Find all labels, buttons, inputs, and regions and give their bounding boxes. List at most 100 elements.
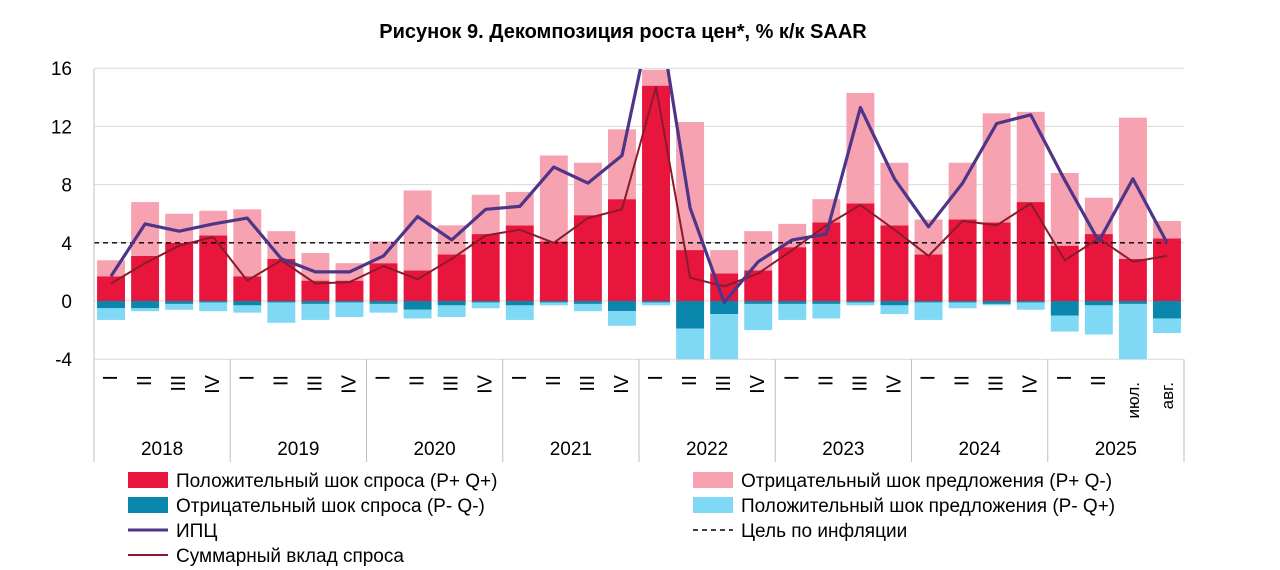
legend-label: Суммарный вклад спроса — [176, 546, 404, 567]
bar-negative-supply — [948, 162, 977, 220]
legend-label: Положительный шок спроса (P+ Q+) — [176, 471, 497, 492]
x-tick-label: I — [236, 375, 258, 381]
bar-negative-supply — [982, 113, 1011, 223]
x-tick-label: июл. — [1124, 382, 1143, 419]
bar-positive-supply — [267, 302, 296, 323]
bar-positive-supply — [505, 305, 534, 320]
bar-negative-supply — [1016, 111, 1045, 203]
bar-negative-demand — [233, 301, 262, 306]
legend: Положительный шок спроса (P+ Q+) Отрицате… — [128, 471, 1115, 567]
bar-positive-demand — [539, 241, 568, 301]
bar-negative-demand — [812, 301, 841, 304]
bar-positive-demand — [1153, 238, 1181, 301]
bar-negative-demand — [199, 301, 228, 303]
bar-negative-demand — [982, 301, 1011, 304]
x-tick-label: IV — [1020, 374, 1042, 394]
bar-negative-demand — [437, 301, 466, 306]
cpi-line — [109, 69, 1169, 305]
bar-negative-demand — [642, 301, 670, 303]
bar-positive-supply — [573, 303, 602, 312]
bar-positive-supply — [914, 302, 943, 320]
x-tick-label: II — [134, 375, 156, 386]
year-label: 2024 — [958, 439, 1001, 460]
bar-positive-supply — [369, 303, 398, 313]
bar-negative-demand — [1153, 301, 1181, 319]
bar-positive-demand — [1118, 258, 1147, 301]
x-tick-label: I — [509, 375, 531, 381]
legend-swatch — [693, 472, 733, 488]
bar-negative-supply — [267, 231, 296, 259]
bar-negative-demand — [539, 301, 568, 303]
bar-positive-supply — [948, 302, 977, 309]
legend-swatch — [693, 497, 733, 513]
x-tick-label: III — [168, 375, 190, 392]
bar-negative-demand — [267, 301, 296, 303]
bar-negative-demand — [505, 301, 534, 306]
bar-positive-supply — [165, 303, 194, 310]
bar-negative-supply — [710, 250, 739, 274]
bar-positive-demand — [642, 85, 670, 301]
demand-contribution-line — [110, 86, 1168, 288]
bar-positive-demand — [1016, 202, 1045, 301]
year-label: 2019 — [277, 439, 319, 460]
legend-label: Положительный шок предложения (P- Q+) — [741, 496, 1115, 517]
x-tick-label: I — [1054, 375, 1076, 381]
x-tick-label: II — [270, 375, 292, 386]
bar-positive-demand — [437, 254, 466, 301]
bar-negative-demand — [335, 301, 364, 303]
bar-positive-supply — [131, 308, 160, 312]
x-tick-label: IV — [883, 374, 905, 394]
bar-positive-supply — [1153, 318, 1181, 334]
bar-positive-supply — [778, 303, 807, 320]
legend-swatch — [128, 472, 168, 488]
legend-label: Отрицательный шок спроса (P- Q-) — [176, 496, 485, 517]
y-tick-label: 16 — [51, 59, 72, 80]
bar-negative-demand — [165, 301, 194, 304]
bar-negative-demand — [778, 301, 807, 304]
bar-negative-demand — [710, 301, 739, 315]
bar-negative-supply — [1084, 197, 1113, 235]
x-tick-label: III — [713, 375, 735, 392]
bar-negative-demand — [131, 301, 160, 309]
bar-positive-demand — [608, 199, 636, 301]
bar-positive-supply — [676, 328, 705, 360]
bar-positive-demand — [335, 280, 364, 301]
bar-positive-demand — [471, 234, 500, 301]
x-tick-label: I — [918, 375, 940, 381]
bar-negative-demand — [1118, 301, 1147, 304]
bar-positive-demand — [744, 270, 773, 301]
x-tick-label: III — [441, 375, 463, 392]
bar-negative-demand — [744, 301, 773, 304]
bars — [97, 69, 1181, 360]
y-tick-label: 4 — [61, 234, 72, 255]
x-tick-label: авг. — [1158, 382, 1177, 409]
x-tick-label: I — [781, 375, 803, 381]
bar-negative-demand — [1050, 301, 1079, 316]
bar-positive-demand — [165, 242, 194, 301]
x-tick-label: IV — [202, 374, 224, 394]
bar-negative-demand — [880, 301, 909, 306]
bar-positive-supply — [846, 302, 875, 306]
x-tick-label: II — [815, 375, 837, 386]
series-lines — [94, 69, 1169, 305]
x-tick-label: IV — [475, 374, 497, 394]
bar-positive-supply — [744, 303, 773, 331]
bar-negative-supply — [131, 202, 160, 256]
bar-positive-demand — [573, 215, 602, 301]
bar-positive-demand — [199, 235, 228, 301]
bar-positive-supply — [335, 302, 364, 318]
bar-negative-supply — [1118, 117, 1147, 259]
bar-positive-demand — [97, 276, 125, 301]
bar-positive-demand — [505, 225, 534, 301]
x-tick-label: II — [543, 375, 565, 386]
x-tick-label: I — [100, 375, 122, 381]
bar-negative-demand — [471, 301, 500, 303]
x-tick-label: IV — [611, 374, 633, 394]
x-tick-label: II — [407, 375, 429, 386]
year-label: 2022 — [686, 439, 728, 460]
bar-positive-supply — [1050, 315, 1079, 332]
x-tick-label: III — [304, 375, 326, 392]
bar-positive-demand — [948, 219, 977, 301]
bar-positive-demand — [778, 247, 807, 301]
